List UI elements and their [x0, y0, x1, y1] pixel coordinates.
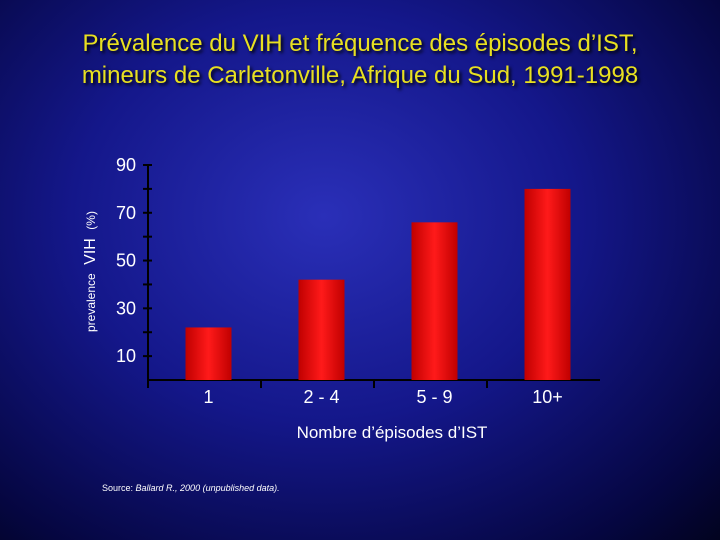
slide-title: Prévalence du VIH et fréquence des épiso…: [0, 28, 720, 92]
y-tick-label: 90: [116, 155, 136, 175]
y-tick-label: 70: [116, 203, 136, 223]
y-axis-label-prefix: prevalence: [84, 273, 98, 332]
source-note: Source: Ballard R., 2000 (unpublished da…: [102, 483, 280, 493]
y-axis-label-main: VIH: [82, 238, 99, 265]
y-tick-label: 10: [116, 346, 136, 366]
bar: [185, 327, 232, 380]
y-axis-label: prevalence VIH (%): [82, 211, 99, 332]
bar: [411, 222, 458, 380]
bar: [524, 188, 571, 380]
x-tick-label: 5 - 9: [416, 387, 452, 407]
svg-text:prevalence VIH (%): prevalence VIH (%): [82, 211, 99, 332]
x-tick-label: 10+: [532, 387, 563, 407]
title-line-2: mineurs de Carletonville, Afrique du Sud…: [81, 62, 639, 89]
title-line-1: Prévalence du VIH et fréquence des épiso…: [82, 30, 638, 57]
y-tick-label: 30: [116, 298, 136, 318]
x-axis-title: Nombre d’épisodes d’IST: [297, 423, 488, 442]
source-reference: Ballard R., 2000 (unpublished data).: [135, 483, 280, 493]
bar: [298, 279, 345, 380]
y-tick-label: 50: [116, 251, 136, 271]
x-tick-label: 1: [203, 387, 213, 407]
x-tick-label: 2 - 4: [303, 387, 339, 407]
source-prefix: Source:: [102, 483, 136, 493]
y-axis-label-suffix: (%): [84, 211, 98, 230]
